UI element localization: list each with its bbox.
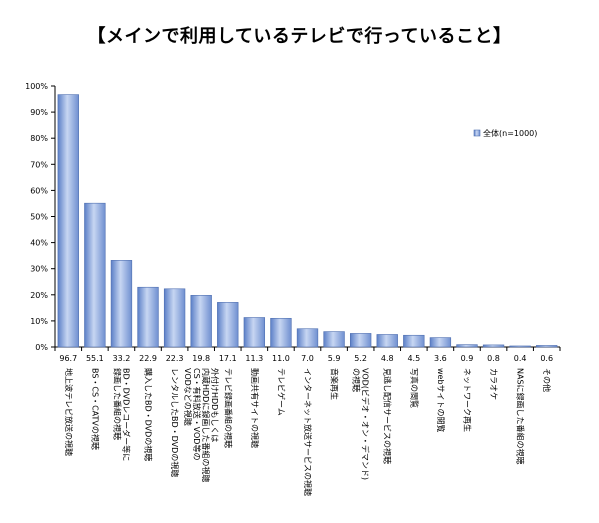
category-label: テレビ録画番組の視聴 — [223, 368, 233, 448]
bar-value-label: 3.6 — [434, 354, 447, 363]
category-label: CS・有料放送・VOD等の — [192, 368, 202, 460]
bar — [323, 331, 345, 348]
legend-label: 全体(n=1000) — [483, 128, 537, 138]
bar — [163, 288, 186, 348]
bar — [376, 334, 398, 348]
category-label: NASに録画した番組の視聴 — [516, 368, 526, 465]
category-label: 内蔵HDDに録画した番組の視聴 — [201, 368, 211, 482]
category-label: VOD(ビデオ・オン・デマンド) — [361, 368, 371, 480]
chart-labels: 96.7 地上波テレビ放送の視聴 55.1 BS・CS・CATVの視聴 33.2 BD・D… — [59, 354, 553, 496]
bar — [137, 286, 159, 348]
category-label: 外付けHDDもしくは — [210, 368, 220, 442]
category-label: 見逃し配信サービスの視聴 — [383, 368, 393, 464]
y-tick-label: 20% — [30, 291, 48, 300]
bar — [243, 317, 266, 348]
category-label: webサイトの閲覧 — [436, 368, 446, 433]
y-tick-label: 40% — [30, 239, 48, 248]
bar — [536, 345, 558, 348]
category-label: 購入したBD・DVDの視聴 — [144, 368, 154, 461]
bar-value-label: 0.9 — [461, 354, 474, 363]
category-label: その他 — [542, 368, 552, 392]
bar — [296, 328, 319, 348]
bar-value-label: 17.1 — [219, 354, 237, 363]
chart-bars — [57, 94, 558, 348]
bar — [110, 260, 133, 348]
y-tick-label: 70% — [30, 160, 48, 169]
bar-value-label: 22.3 — [166, 354, 184, 363]
category-label: ネットワーク再生 — [462, 368, 472, 432]
category-label: カラオケ — [489, 368, 498, 400]
bar — [429, 337, 452, 348]
bar — [349, 333, 372, 348]
bar-value-label: 5.2 — [354, 354, 367, 363]
y-tick-label: 90% — [30, 108, 48, 117]
y-tick-label: 0% — [35, 343, 48, 352]
category-label: テレビゲーム — [276, 368, 286, 416]
bar-value-label: 96.7 — [59, 354, 77, 363]
bar — [270, 317, 292, 348]
category-label: レンタルしたBD・DVDの視聴 — [170, 368, 180, 477]
y-tick-label: 50% — [30, 213, 48, 222]
chart-title: 【メインで利用しているテレビで行っていること】 — [87, 26, 512, 47]
category-label: 動画共有サイトの視聴 — [250, 368, 260, 448]
category-label: 録画した番組の視聴 — [112, 368, 122, 440]
bar-value-label: 11.0 — [272, 354, 290, 363]
bar-value-label: 11.3 — [245, 354, 263, 363]
bar-value-label: 5.9 — [328, 354, 341, 363]
bar — [456, 344, 478, 348]
bar — [217, 302, 239, 348]
bar — [509, 345, 531, 348]
bar-value-label: 19.8 — [192, 354, 210, 363]
y-tick-label: 60% — [30, 186, 48, 195]
bar — [84, 202, 106, 348]
bar-value-label: 0.4 — [514, 354, 527, 363]
bar-value-label: 4.8 — [381, 354, 394, 363]
category-label: 写真の閲覧 — [409, 368, 419, 408]
category-label: の視聴 — [352, 368, 362, 392]
bar-value-label: 0.6 — [540, 354, 553, 363]
bar — [190, 295, 212, 348]
category-label: BS・CS・CATVの視聴 — [90, 368, 100, 450]
chart-legend: 全体(n=1000) — [473, 128, 537, 138]
category-label: VODなどの視聴 — [183, 368, 193, 426]
bar-value-label: 22.9 — [139, 354, 157, 363]
y-tick-label: 80% — [30, 134, 48, 143]
bar — [57, 94, 79, 348]
bar-value-label: 33.2 — [113, 354, 131, 363]
bar-value-label: 4.5 — [407, 354, 420, 363]
y-tick-label: 30% — [30, 265, 48, 274]
y-tick-label: 10% — [30, 317, 48, 326]
bar-value-label: 55.1 — [86, 354, 104, 363]
category-label: 地上波テレビ放送の視聴 — [64, 368, 74, 456]
bar — [403, 334, 425, 348]
bar-value-label: 0.8 — [487, 354, 500, 363]
category-label: 音楽再生 — [330, 368, 340, 400]
category-label: インターネット放送サービスの視聴 — [303, 368, 313, 496]
category-label: BD・DVDレコーダー等に — [121, 368, 131, 461]
bar — [482, 344, 505, 348]
y-tick-label: 100% — [25, 82, 48, 91]
bar-value-label: 7.0 — [301, 354, 314, 363]
legend-swatch — [473, 129, 481, 137]
